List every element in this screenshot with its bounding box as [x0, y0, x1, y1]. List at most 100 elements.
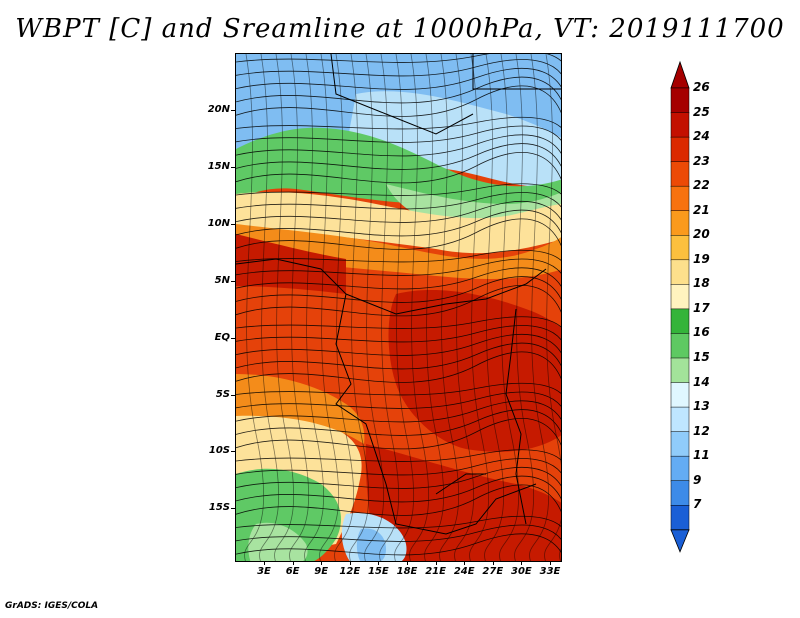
x-tick — [521, 561, 523, 565]
streamline — [236, 54, 561, 63]
streamline — [236, 200, 561, 223]
streamline — [236, 192, 561, 210]
streamline — [236, 116, 561, 130]
colorbar-segment — [670, 235, 690, 261]
y-tick — [231, 280, 236, 282]
streamline — [514, 54, 534, 561]
colorbar-segment — [670, 185, 690, 212]
streamline — [236, 342, 561, 370]
map-title: WBPT [C] and Sreamline at 1000hPa, VT: 2… — [15, 14, 785, 44]
x-tick — [378, 561, 380, 565]
streamline — [274, 54, 294, 561]
x-tick-label: 27E — [482, 566, 504, 577]
colorbar-label: 20 — [693, 227, 710, 242]
streamline — [244, 54, 264, 561]
streamline — [236, 475, 561, 503]
colorbar-label: 24 — [693, 129, 710, 144]
colorbar-label: 19 — [693, 251, 710, 266]
sblue2-region — [356, 528, 386, 561]
colorbar-segment — [670, 161, 690, 187]
streamline — [364, 54, 384, 561]
colorbar-bottom-arrow — [670, 529, 690, 553]
sorange-region — [236, 374, 365, 444]
streamline — [236, 351, 561, 383]
y-tick-label: 15N — [207, 160, 230, 172]
colorbar-segment — [670, 210, 690, 237]
colorbar-segment — [670, 333, 690, 359]
streamline — [236, 409, 561, 436]
x-tick-label: 15E — [368, 566, 389, 577]
x-tick — [321, 561, 323, 565]
streamline — [236, 382, 561, 396]
x-tick — [464, 561, 466, 565]
x-tick — [492, 561, 494, 565]
colorbar-segment — [670, 259, 690, 286]
streamline — [454, 54, 474, 561]
streamline — [236, 458, 561, 476]
streamline — [394, 54, 414, 561]
y-tick-label: 10S — [208, 445, 230, 457]
x-tick-label: 12E — [339, 566, 361, 577]
colorbar-segment — [670, 455, 690, 482]
streamline — [236, 59, 561, 77]
colorbar-label: 22 — [693, 178, 710, 193]
streamline — [236, 249, 561, 263]
streamline — [236, 515, 561, 529]
colorbar-label: 23 — [693, 153, 710, 168]
streamline — [304, 54, 324, 561]
streamline — [544, 54, 561, 561]
x-tick-label: 3E — [257, 566, 271, 577]
streamline — [236, 183, 561, 196]
colorbar-label: 18 — [693, 276, 710, 291]
streamline — [236, 218, 561, 250]
colorbar-segment — [670, 357, 690, 384]
streamline — [236, 533, 561, 556]
x-tick-label: 6E — [285, 566, 300, 577]
streamline — [236, 67, 561, 90]
colorbar-segment — [670, 431, 690, 457]
x-tick — [407, 561, 408, 565]
streamline — [409, 54, 429, 561]
y-tick-label: 15S — [208, 502, 230, 514]
y-tick — [231, 223, 236, 225]
x-tick — [349, 561, 351, 565]
streamline — [349, 54, 369, 561]
streamline — [529, 54, 549, 561]
x-tick-label: 24E — [453, 566, 475, 577]
colorbar-label: 11 — [693, 448, 710, 463]
x-tick-label: 33E — [539, 566, 561, 577]
streamline — [236, 391, 561, 409]
x-tick-label: 9E — [314, 566, 329, 577]
streamline — [236, 524, 561, 542]
x-tick-label: 30E — [511, 566, 532, 577]
x-tick — [292, 561, 294, 565]
colorbar-segment — [670, 406, 690, 433]
deep-region — [388, 290, 561, 452]
colorbar-label: 17 — [693, 300, 710, 315]
streamline — [424, 54, 444, 561]
streamline — [484, 54, 504, 561]
streamline — [289, 54, 309, 561]
streamline — [236, 267, 561, 290]
streamline — [236, 333, 561, 356]
streamline — [236, 285, 561, 317]
colorbar-label: 15 — [693, 349, 710, 364]
colorbar-top-arrow — [670, 60, 690, 89]
colorbar-segment — [670, 505, 690, 531]
y-tick — [231, 166, 236, 168]
streamline — [236, 418, 561, 450]
streamline — [236, 143, 561, 170]
y-tick — [231, 337, 236, 339]
streamline — [439, 54, 459, 561]
streamline — [236, 134, 561, 157]
streamline — [236, 258, 561, 276]
x-tick — [264, 561, 265, 565]
colorbar-segment — [670, 87, 690, 114]
streamline — [236, 152, 561, 184]
streamline — [236, 466, 561, 489]
colorbar — [670, 60, 690, 553]
streamline — [499, 54, 519, 561]
streamline — [469, 54, 489, 561]
colorbar-label: 26 — [693, 80, 710, 94]
colorbar-label: 12 — [693, 423, 710, 438]
